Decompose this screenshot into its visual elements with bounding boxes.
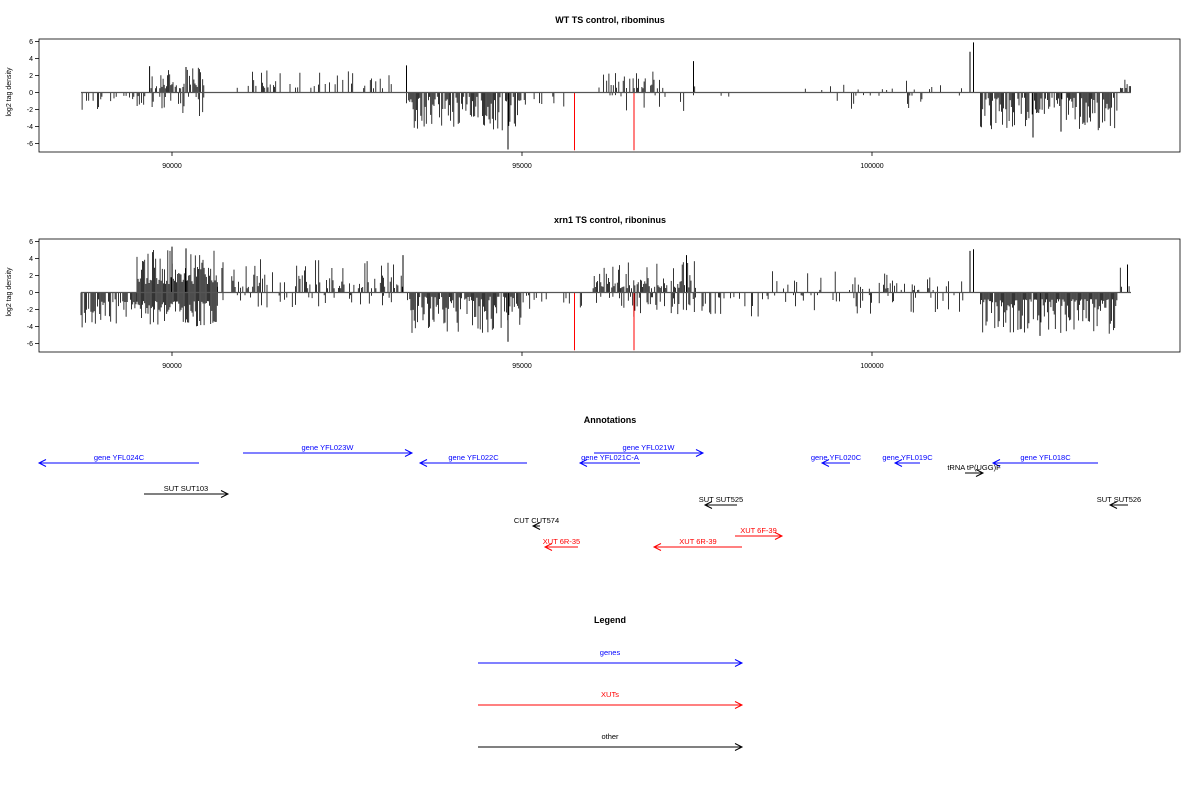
legend-entry: other [478, 732, 744, 751]
bar-group [81, 42, 1131, 151]
y-axis-label: log2 tag density [6, 67, 13, 117]
annotation-label: gene YFL019C [882, 453, 933, 462]
panel-xrn1: xrn1 TS control, riboninus log2 tag dens… [6, 215, 1181, 370]
annotation-feature: SUT SUT526 [1097, 495, 1141, 509]
annotation-arrow-head [703, 501, 713, 509]
y-tick-label: 0 [29, 90, 33, 97]
annotation-feature: gene YFL021C-A [578, 453, 640, 467]
annotation-feature: gene YFL020C [811, 453, 862, 467]
y-tick-label: 6 [29, 239, 33, 246]
annotations-title: Annotations [584, 415, 637, 425]
annotation-label: gene YFL021C-A [581, 453, 639, 462]
annotation-arrow-head [404, 449, 414, 457]
annotation-arrow-head [418, 459, 428, 467]
annotation-label: XUT 6R-39 [679, 537, 716, 546]
x-tick-label: 100000 [860, 163, 883, 170]
legend-items: genes XUTs other [478, 648, 744, 751]
bar-group [80, 246, 1131, 351]
annotation-feature: gene YFL021W [594, 443, 705, 457]
annotation-arrow-head [695, 449, 705, 457]
annotation-feature: gene YFL019C [882, 453, 933, 467]
panel-title: WT TS control, ribominus [555, 15, 665, 25]
legend-label: XUTs [601, 690, 619, 699]
y-axis-label: log2 tag density [6, 267, 13, 317]
x-tick-label: 95000 [512, 363, 532, 370]
annotation-feature: SUT SUT103 [144, 484, 230, 498]
annotation-label: gene YFL022C [448, 453, 499, 462]
legend-arrow-head [734, 701, 744, 709]
legend-entry: genes [478, 648, 744, 667]
plot-frame [38, 238, 1181, 353]
annotation-label: tRNA tP(UGG)F [947, 463, 1001, 472]
annotation-label: gene YFL018C [1020, 453, 1071, 462]
legend-entry: XUTs [478, 690, 744, 709]
y-tick-label: -6 [27, 141, 33, 148]
annotation-feature: gene YFL022C [418, 453, 527, 467]
y-tick-label: -4 [27, 124, 33, 131]
annotation-feature: XUT 6F-39 [735, 526, 784, 540]
annotation-arrow-head [893, 459, 903, 467]
annotation-arrow-head [991, 459, 1001, 467]
annotation-arrow-head [531, 522, 541, 530]
annotation-feature: CUT CUT574 [514, 516, 559, 530]
annotation-arrow-head [220, 490, 230, 498]
y-tick-label: 2 [29, 273, 33, 280]
y-tick-label: -6 [27, 341, 33, 348]
panel-title: xrn1 TS control, riboninus [554, 215, 666, 225]
y-tick-label: 0 [29, 290, 33, 297]
annotation-label: SUT SUT525 [699, 495, 743, 504]
annotation-arrow-head [774, 532, 784, 540]
annotation-label: gene YFL024C [94, 453, 145, 462]
annotation-label: gene YFL020C [811, 453, 862, 462]
annotation-label: XUT 6F-39 [740, 526, 777, 535]
x-tick-label: 90000 [162, 363, 182, 370]
legend-arrow-head [734, 659, 744, 667]
y-tick-label: -2 [27, 307, 33, 314]
y-tick-label: 6 [29, 39, 33, 46]
annotation-arrow-head [1108, 501, 1118, 509]
annotation-arrow-head [820, 459, 830, 467]
plot-frame [38, 38, 1181, 153]
annotation-feature: XUT 6R-35 [543, 537, 580, 551]
legend-arrow-head [734, 743, 744, 751]
annotation-feature: gene YFL024C [37, 453, 199, 467]
annotation-arrow-head [37, 459, 47, 467]
x-tick-label: 100000 [860, 363, 883, 370]
annotation-label: gene YFL023W [302, 443, 355, 452]
annotation-feature: XUT 6R-39 [652, 537, 742, 551]
x-tick-label: 95000 [512, 163, 532, 170]
panel-wt: WT TS control, ribominus log2 tag densit… [6, 15, 1181, 170]
annotation-label: CUT CUT574 [514, 516, 559, 525]
y-tick-label: -2 [27, 107, 33, 114]
annotation-feature: tRNA tP(UGG)F [947, 463, 1001, 477]
x-tick-label: 90000 [162, 163, 182, 170]
y-tick-label: -4 [27, 324, 33, 331]
annotation-feature: gene YFL023W [243, 443, 414, 457]
annotation-label: SUT SUT103 [164, 484, 208, 493]
y-tick-label: 4 [29, 56, 33, 63]
annotation-arrow-head [975, 469, 985, 477]
tick-group: -6 -4 -2 0 2 4 6 90000 95000 100000 [27, 239, 884, 370]
annotation-arrow-head [543, 543, 553, 551]
y-tick-label: 4 [29, 256, 33, 263]
annotation-label: XUT 6R-35 [543, 537, 580, 546]
annotation-feature: gene YFL018C [991, 453, 1098, 467]
annotation-feature: SUT SUT525 [699, 495, 743, 509]
annotation-label: gene YFL021W [623, 443, 676, 452]
annotation-arrow-head [652, 543, 662, 551]
legend-label: other [601, 732, 619, 741]
annotation-items: gene YFL024C gene YFL023W gene YFL022C gene… [37, 443, 1141, 551]
y-tick-label: 2 [29, 73, 33, 80]
legend: Legend genes XUTs other [478, 615, 744, 751]
legend-label: genes [600, 648, 621, 657]
legend-title: Legend [594, 615, 626, 625]
annotation-label: SUT SUT526 [1097, 495, 1141, 504]
tick-group: -6 -4 -2 0 2 4 6 90000 95000 100000 [27, 39, 884, 170]
annotation-arrow-head [578, 459, 588, 467]
